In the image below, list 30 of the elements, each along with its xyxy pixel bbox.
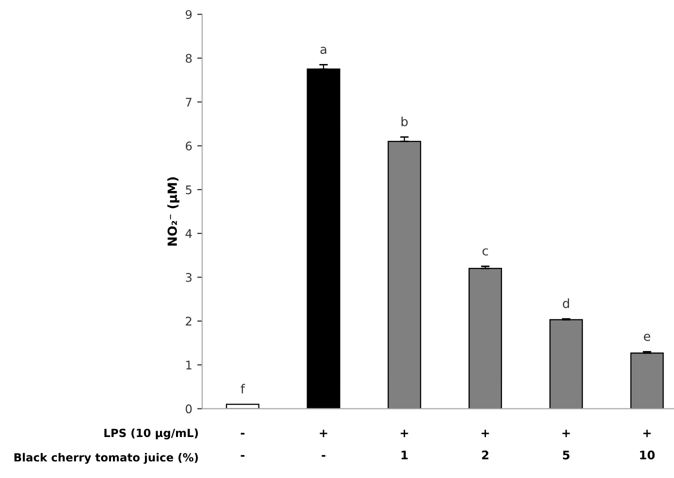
x-tick-label: + 5 <box>562 430 570 460</box>
annotation: c <box>482 248 488 256</box>
y-axis-title: NO₂⁻ (μM) <box>167 177 180 246</box>
x-tick-label: + 10 <box>640 430 655 460</box>
x-tick-label: + 2 <box>482 430 489 460</box>
category-label: + - <box>320 430 328 457</box>
y-tick-label: 6 <box>186 142 192 150</box>
y-tick-label: 8 <box>186 54 192 63</box>
annotation: a <box>320 46 326 54</box>
y-tick-label: 4 <box>186 229 192 238</box>
bar <box>468 268 502 409</box>
bar <box>388 140 422 409</box>
bar <box>549 319 583 409</box>
annotation: d <box>562 298 569 308</box>
y-tick-label: 7 <box>186 98 192 106</box>
y-tick-label: 0 <box>186 404 192 414</box>
annotation: f <box>240 384 246 394</box>
y-tick-label: 3 <box>186 272 192 282</box>
annotation: e <box>644 334 650 341</box>
y-tick-label: 9 <box>186 10 192 19</box>
bar <box>630 352 664 409</box>
text: LPS (10 μg/mL) <box>104 428 198 440</box>
text: Black cherry tomato juice (%) <box>14 452 198 464</box>
y-tick-label: 5 <box>186 185 192 194</box>
y-tick-label: 1 <box>186 360 192 370</box>
category-label: - - <box>240 432 244 457</box>
x-tick-label: + 1 <box>400 430 408 460</box>
y-tick-label: 2 <box>186 316 192 326</box>
bar <box>306 68 340 409</box>
annotation: b <box>402 116 408 126</box>
